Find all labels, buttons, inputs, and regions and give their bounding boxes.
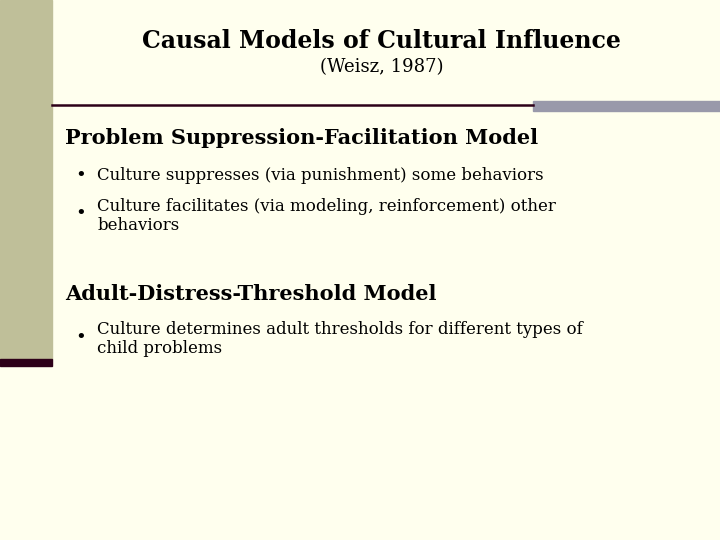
Text: •: • <box>76 204 86 222</box>
Text: behaviors: behaviors <box>97 217 179 234</box>
Text: (Weisz, 1987): (Weisz, 1987) <box>320 58 444 77</box>
Text: Culture suppresses (via punishment) some behaviors: Culture suppresses (via punishment) some… <box>97 167 544 184</box>
Text: child problems: child problems <box>97 340 222 357</box>
Text: Problem Suppression-Facilitation Model: Problem Suppression-Facilitation Model <box>65 127 538 148</box>
Text: Culture facilitates (via modeling, reinforcement) other: Culture facilitates (via modeling, reinf… <box>97 198 556 215</box>
Bar <box>0 359 52 366</box>
Text: •: • <box>76 328 86 347</box>
Text: •: • <box>76 166 86 185</box>
Text: Culture determines adult thresholds for different types of: Culture determines adult thresholds for … <box>97 321 583 338</box>
Bar <box>533 101 720 111</box>
Text: Causal Models of Cultural Influence: Causal Models of Cultural Influence <box>142 29 621 52</box>
Text: Adult-Distress-Threshold Model: Adult-Distress-Threshold Model <box>65 284 436 305</box>
Bar <box>0 0 52 359</box>
